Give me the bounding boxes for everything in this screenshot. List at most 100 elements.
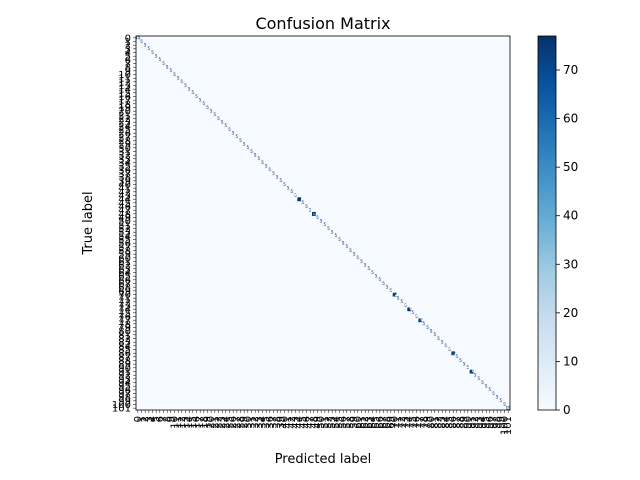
cell-annotation: 0 — [236, 300, 238, 304]
cell-annotation: 0 — [258, 157, 260, 161]
cell-annotation: 0 — [467, 388, 469, 392]
y-tick-label: 76 — [118, 312, 131, 323]
cell-annotation: 0 — [291, 311, 293, 315]
cell-annotation: 0 — [269, 333, 271, 337]
diagonal-annotation: 76 — [404, 303, 414, 312]
diagonal-cell — [249, 149, 254, 154]
x-tick-label: 8 — [162, 416, 173, 422]
x-tick-label: 78 — [419, 416, 430, 429]
diagonal-annotation: 5 — [228, 127, 231, 132]
diagonal-cell — [345, 245, 349, 249]
cell-annotation: 0 — [379, 80, 381, 84]
cell-annotation: 0 — [181, 80, 183, 84]
cell-annotation: 0 — [489, 212, 491, 216]
y-tick-label: 92 — [118, 371, 131, 382]
x-tick-label: 13 — [181, 416, 192, 429]
cell-annotation: 0 — [478, 212, 480, 216]
matrix-cells — [136, 36, 511, 411]
cell-annotation: 0 — [302, 278, 304, 282]
cell-annotation: 0 — [159, 113, 161, 117]
cell-annotation: 0 — [434, 278, 436, 282]
x-tick-label: 97 — [489, 416, 500, 429]
diagonal-cell — [341, 241, 346, 246]
cell-annotation: 0 — [412, 146, 414, 150]
cell-annotation: 0 — [324, 278, 326, 282]
x-tick-label: 35 — [261, 416, 272, 429]
cell-annotation: 0 — [203, 179, 205, 183]
cell-annotation: 0 — [500, 388, 502, 392]
cell-annotation: 0 — [137, 234, 139, 238]
cell-annotation: 0 — [192, 333, 194, 337]
cell-annotation: 0 — [478, 344, 480, 348]
cell-annotation: 0 — [170, 58, 172, 62]
cell-annotation: 0 — [258, 179, 260, 183]
cell-annotation: 0 — [335, 212, 337, 216]
cell-annotation: 0 — [390, 388, 392, 392]
cell-annotation: 0 — [379, 366, 381, 370]
diagonal-annotation: 5 — [148, 46, 151, 51]
cell-annotation: 0 — [214, 135, 216, 139]
cell-annotation: 0 — [148, 223, 150, 227]
cell-annotation: 0 — [137, 366, 139, 370]
cell-annotation: 0 — [456, 344, 458, 348]
diagonal-cell — [506, 406, 511, 411]
cell-annotation: 0 — [467, 377, 469, 381]
x-tick-label: 49 — [313, 416, 324, 429]
cell-annotation: 0 — [236, 278, 238, 282]
x-tick-label: 30 — [243, 416, 254, 429]
cell-annotation: 0 — [236, 267, 238, 271]
cell-annotation: 0 — [357, 69, 359, 73]
y-tick-label: 32 — [118, 151, 131, 162]
cell-annotation: 0 — [280, 146, 282, 150]
cell-annotation: 0 — [159, 399, 161, 403]
cell-annotation: 0 — [225, 80, 227, 84]
cell-annotation: 0 — [302, 58, 304, 62]
cell-annotation: 0 — [181, 388, 183, 392]
cell-annotation: 0 — [423, 47, 425, 51]
cell-annotation: 0 — [456, 377, 458, 381]
x-tick-label: 96 — [485, 416, 496, 429]
cell-annotation: 0 — [247, 146, 249, 150]
cell-annotation: 0 — [137, 146, 139, 150]
cell-annotation: 0 — [148, 366, 150, 370]
y-tick-label: 24 — [118, 121, 131, 132]
y-tick-label: 28 — [118, 136, 131, 147]
cell-annotation: 0 — [313, 399, 315, 403]
cell-annotation: 0 — [247, 333, 249, 337]
cell-annotation: 0 — [291, 333, 293, 337]
cell-annotation: 0 — [203, 91, 205, 95]
cell-annotation: 0 — [181, 223, 183, 227]
x-tick-label: 42 — [287, 416, 298, 429]
cell-annotation: 0 — [302, 146, 304, 150]
cell-annotation: 0 — [280, 69, 282, 73]
cell-annotation: 0 — [192, 80, 194, 84]
diagonal-annotation: 5 — [386, 284, 389, 289]
x-tick-label: 47 — [305, 416, 316, 429]
cell-annotation: 0 — [379, 355, 381, 359]
cell-annotation: 0 — [368, 36, 370, 40]
cell-annotation: 0 — [412, 234, 414, 238]
cell-annotation: 0 — [346, 267, 348, 271]
cell-annotation: 0 — [203, 190, 205, 194]
x-tick-label: 79 — [423, 416, 434, 429]
diagonal-cell — [359, 259, 364, 264]
cell-annotation: 0 — [500, 124, 502, 128]
cell-annotation: 0 — [379, 245, 381, 249]
diagonal-annotation: 5 — [320, 218, 323, 223]
cell-annotation: 0 — [159, 135, 161, 139]
cell-annotation: 0 — [148, 355, 150, 359]
diagonal-cell — [183, 83, 188, 88]
cell-annotation: 0 — [203, 157, 205, 161]
cell-annotation: 0 — [214, 201, 216, 205]
cell-annotation: 0 — [357, 278, 359, 282]
cell-annotation: 0 — [335, 135, 337, 139]
cell-annotation: 0 — [181, 366, 183, 370]
cell-annotation: 0 — [291, 135, 293, 139]
cell-annotation: 0 — [368, 58, 370, 62]
cell-annotation: 0 — [291, 399, 293, 403]
y-tick-label: 91 — [118, 367, 131, 378]
cell-annotation: 0 — [247, 245, 249, 249]
cell-annotation: 0 — [423, 223, 425, 227]
cell-annotation: 0 — [280, 36, 282, 40]
cell-annotation: 0 — [434, 256, 436, 260]
